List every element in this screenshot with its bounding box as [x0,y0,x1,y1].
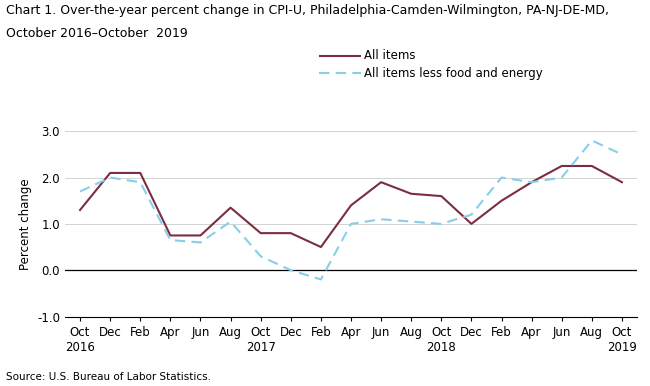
All items [317,245,325,249]
Y-axis label: Percent change: Percent change [19,178,32,270]
All items less food and energy [106,175,114,180]
All items [166,233,174,238]
Text: Source: U.S. Bureau of Labor Statistics.: Source: U.S. Bureau of Labor Statistics. [6,372,211,382]
All items less food and energy [558,175,566,180]
All items less food and energy [196,240,204,245]
All items less food and energy [317,277,325,282]
Text: Chart 1. Over-the-year percent change in CPI-U, Philadelphia-Camden-Wilmington, : Chart 1. Over-the-year percent change in… [6,4,610,17]
All items less food and energy [498,175,506,180]
All items [136,171,144,175]
Text: All items: All items [364,49,415,63]
All items less food and energy [528,180,536,185]
All items less food and energy [408,219,415,224]
All items [287,231,294,235]
All items less food and energy [76,189,84,194]
All items [257,231,265,235]
All items less food and energy [618,152,626,157]
All items [467,222,475,226]
All items less food and energy [377,217,385,222]
All items less food and energy [227,219,235,224]
All items [347,203,355,208]
All items less food and energy [136,180,144,185]
All items [588,164,596,168]
All items [408,191,415,196]
All items less food and energy [347,222,355,226]
All items [528,180,536,185]
All items less food and energy [588,138,596,143]
All items [227,205,235,210]
Line: All items less food and energy: All items less food and energy [80,141,622,279]
All items [196,233,204,238]
All items less food and energy [257,254,265,259]
Line: All items: All items [80,166,622,247]
All items less food and energy [467,212,475,217]
All items less food and energy [287,268,294,273]
All items less food and energy [166,238,174,242]
All items [106,171,114,175]
Text: October 2016–October  2019: October 2016–October 2019 [6,27,188,40]
Text: All items less food and energy: All items less food and energy [364,67,543,80]
All items [558,164,566,168]
All items [76,208,84,212]
All items [437,194,445,198]
All items [618,180,626,185]
All items [498,198,506,203]
All items less food and energy [437,222,445,226]
All items [377,180,385,185]
